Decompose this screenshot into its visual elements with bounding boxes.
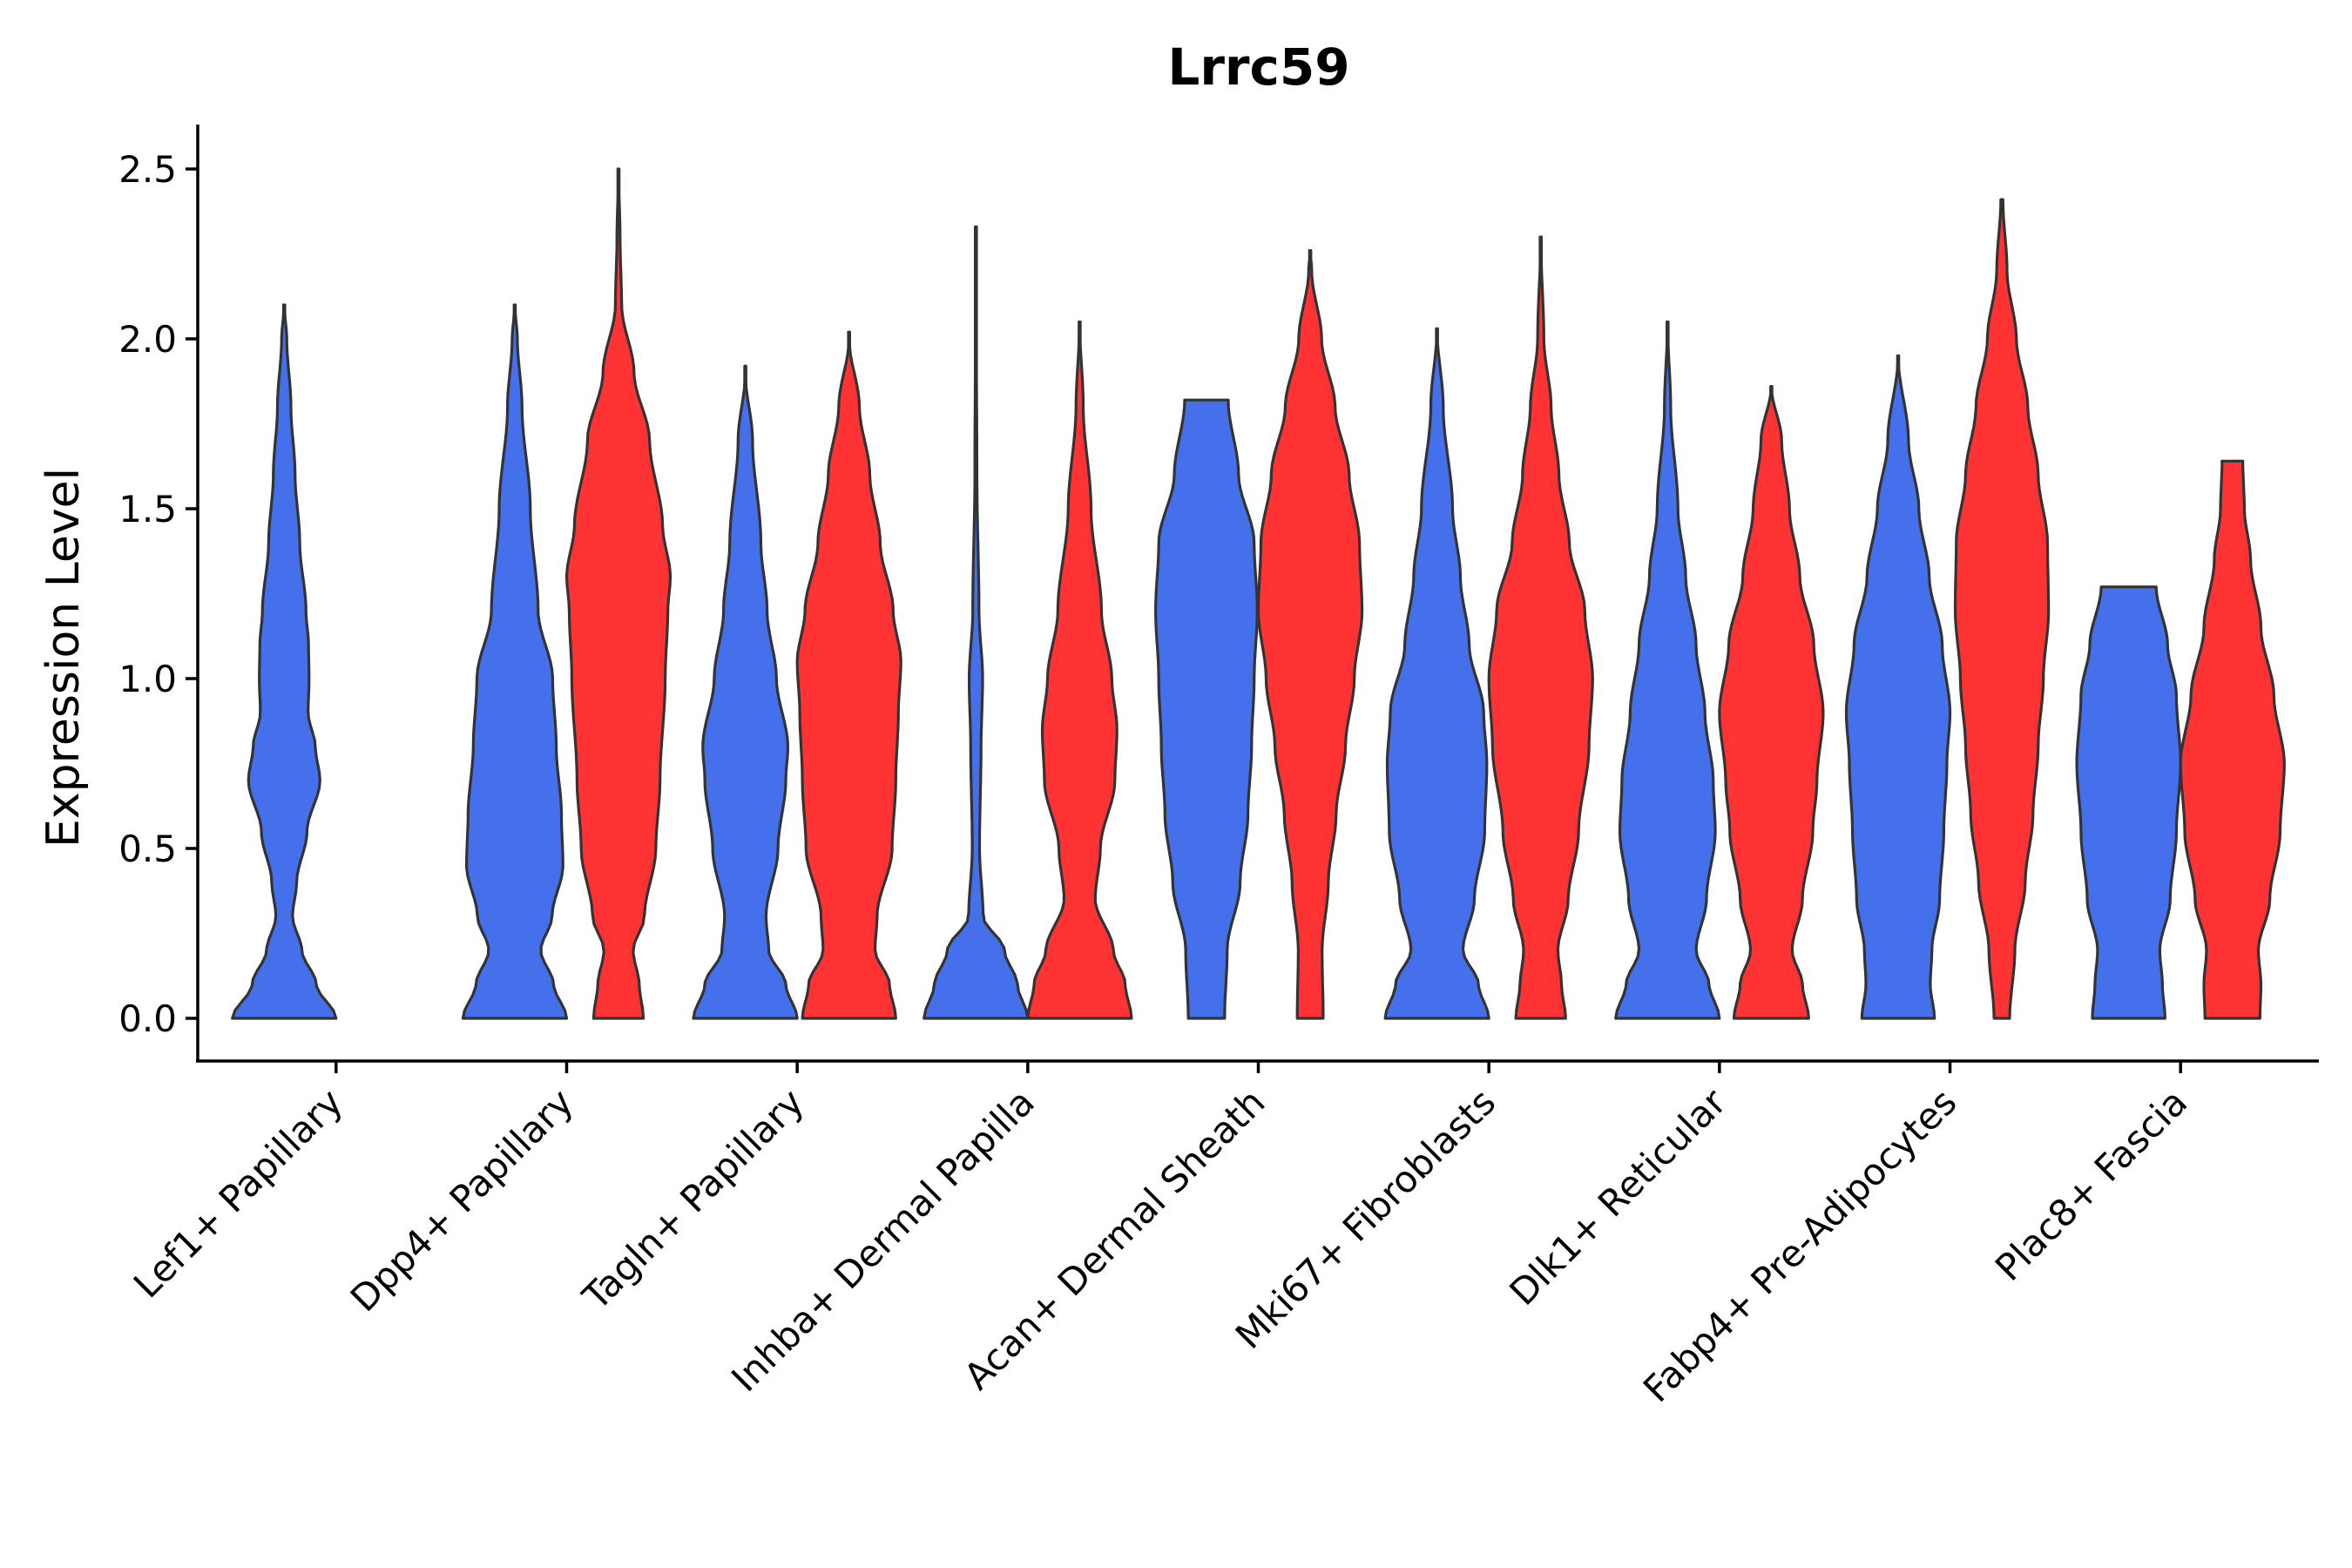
violin-red-1 — [564, 167, 672, 1020]
y-tick-label: 1.5 — [118, 488, 177, 531]
violin-blue-7 — [1844, 354, 1952, 1020]
y-tick-label: 0.0 — [118, 997, 177, 1040]
violin-blue-0 — [231, 303, 338, 1020]
violin-blue-1 — [461, 303, 569, 1020]
violin-blue-2 — [692, 364, 799, 1020]
violin-blue-4 — [1154, 398, 1259, 1020]
y-tick-label: 2.5 — [118, 148, 177, 191]
x-category-label: Mki67+ Fibroblasts — [1227, 1080, 1504, 1356]
x-category-label: Plac8+ Fascia — [1987, 1080, 2195, 1288]
y-axis-label: Expression Level — [37, 468, 90, 848]
violin-red-5 — [1487, 235, 1594, 1020]
violin-red-2 — [795, 330, 902, 1020]
x-category-label: Dpp4+ Papillary — [342, 1080, 582, 1320]
violin-blue-3 — [923, 225, 1030, 1020]
x-category-label: Tagln+ Papillary — [574, 1080, 812, 1318]
y-ticks-group: 0.0 0.5 1.0 1.5 2.0 2.5 — [118, 148, 198, 1040]
chart-title: Lrrc59 — [1167, 37, 1349, 97]
violins-group — [231, 167, 2286, 1020]
violin-red-3 — [1026, 320, 1133, 1020]
y-tick-label: 1.0 — [118, 658, 177, 700]
violin-red-6 — [1718, 385, 1825, 1020]
violin-blue-5 — [1383, 327, 1490, 1020]
violin-blue-6 — [1614, 320, 1721, 1020]
y-tick-label: 2.0 — [118, 318, 177, 361]
violin-red-8 — [2179, 459, 2286, 1020]
violin-blue-8 — [2075, 585, 2182, 1020]
x-category-label: Lef1+ Papillary — [125, 1080, 351, 1306]
violin-red-7 — [1953, 198, 2051, 1020]
y-tick-label: 0.5 — [118, 828, 177, 870]
x-category-label: Dlk1+ Reticular — [1501, 1080, 1734, 1314]
violin-red-4 — [1256, 249, 1364, 1020]
